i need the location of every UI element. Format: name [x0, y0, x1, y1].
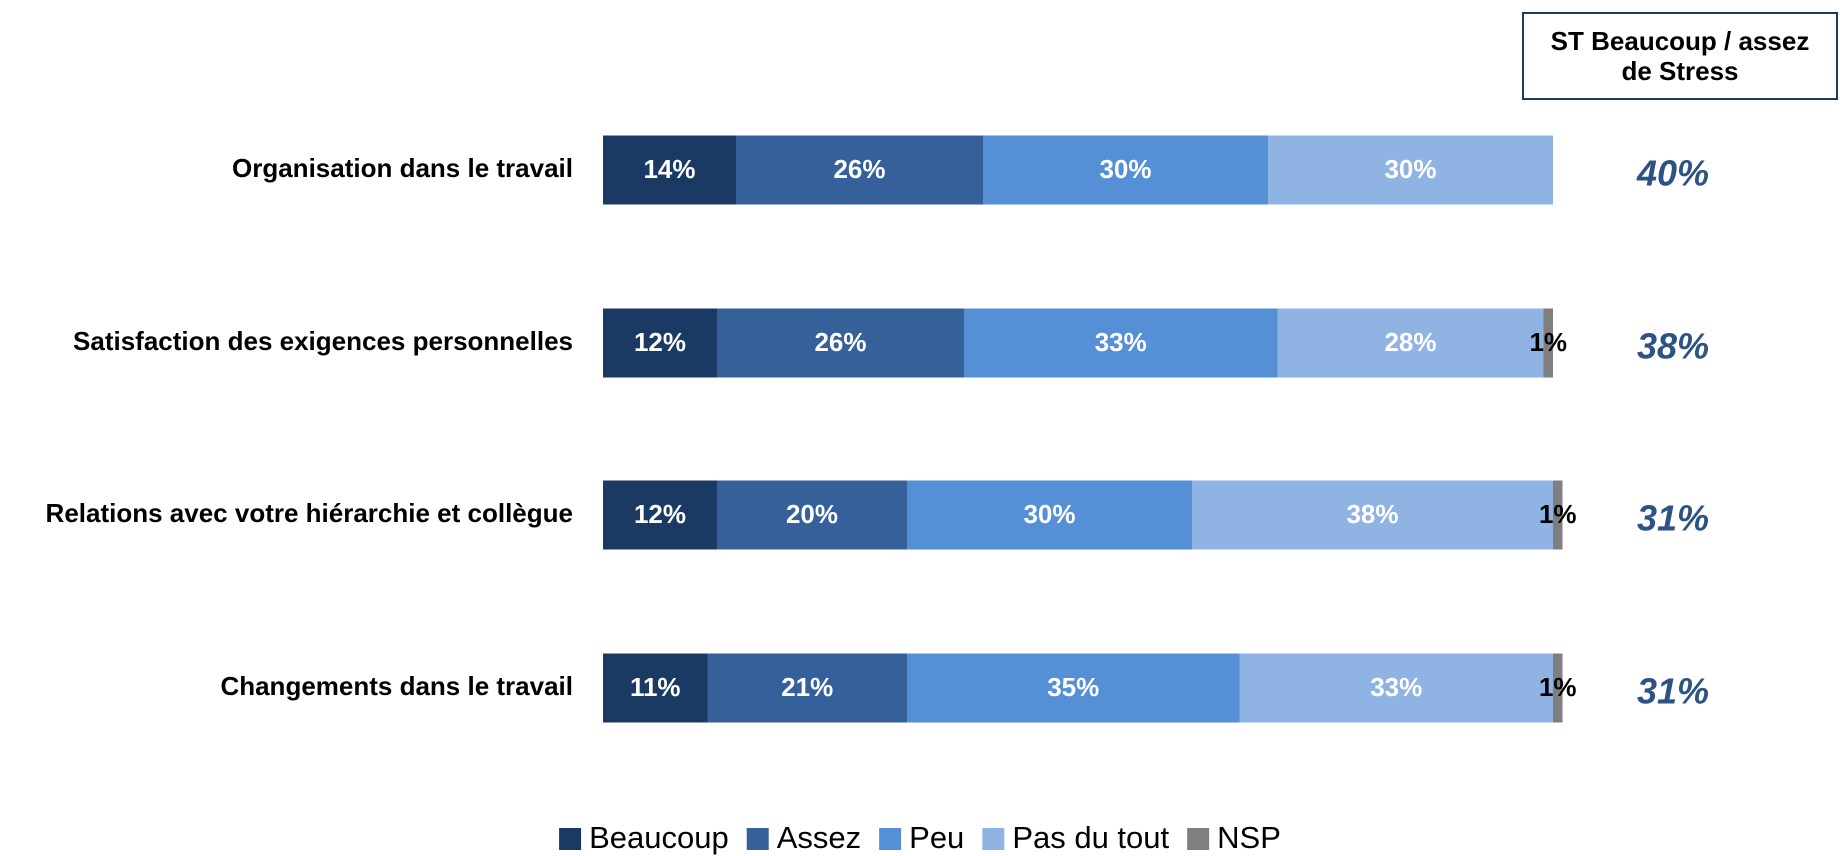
value-label: 35%	[1047, 672, 1099, 702]
legend-swatch	[982, 828, 1005, 850]
bar-segment	[964, 308, 1278, 378]
value-label: 33%	[1370, 672, 1422, 702]
value-label: 26%	[814, 327, 866, 357]
value-label: 11%	[630, 672, 681, 702]
bar-segment	[1543, 308, 1553, 378]
value-label: 12%	[634, 327, 686, 357]
legend-swatch	[1187, 828, 1210, 850]
value-label: 26%	[833, 154, 885, 184]
value-label: 38%	[1346, 499, 1398, 529]
side-value: 31%	[1637, 671, 1709, 712]
category-label: Satisfaction des exigences personnelles	[73, 326, 573, 356]
value-label: 28%	[1384, 327, 1436, 357]
bar-segment	[603, 480, 717, 550]
bar-segment	[736, 135, 983, 205]
legend-label: Assez	[777, 820, 861, 855]
value-label: 30%	[1099, 154, 1151, 184]
legend-swatch	[746, 828, 769, 850]
value-label: 1%	[1539, 499, 1577, 529]
category-label: Organisation dans le travail	[232, 153, 573, 183]
bar-segment	[1277, 308, 1544, 378]
category-label: Relations avec votre hiérarchie et collè…	[46, 498, 573, 528]
value-label: 1%	[1529, 327, 1567, 357]
value-label: 30%	[1384, 154, 1436, 184]
side-value: 40%	[1636, 153, 1709, 194]
category-label: Changements dans le travail	[220, 671, 573, 701]
legend-label: Pas du tout	[1012, 820, 1169, 855]
bar-segment	[603, 308, 717, 378]
bar-segment	[983, 135, 1268, 205]
bar-segment	[1268, 135, 1553, 205]
bar-segment	[907, 480, 1192, 550]
value-label: 33%	[1095, 327, 1147, 357]
legend-label: Peu	[909, 820, 964, 855]
bar-segment	[603, 135, 736, 205]
side-title: ST Beaucoup / assez de Stress	[1522, 12, 1838, 100]
bar-segment	[1553, 480, 1563, 550]
side-value: 38%	[1637, 326, 1709, 367]
value-label: 30%	[1023, 499, 1075, 529]
side-value: 31%	[1637, 498, 1709, 539]
value-label: 12%	[634, 499, 686, 529]
value-label: 1%	[1539, 672, 1577, 702]
bar-segment	[1239, 653, 1553, 723]
bar-segment	[1192, 480, 1553, 550]
bar-segment	[1553, 653, 1563, 723]
bar-segment	[907, 653, 1240, 723]
bar-segment	[603, 653, 708, 723]
bar-segment	[717, 480, 907, 550]
value-label: 20%	[786, 499, 838, 529]
value-label: 14%	[643, 154, 695, 184]
bar-segment	[707, 653, 907, 723]
legend-swatch	[879, 828, 902, 850]
bar-segment	[717, 308, 964, 378]
legend-label: NSP	[1217, 820, 1281, 855]
value-label: 21%	[781, 672, 833, 702]
legend-swatch	[559, 828, 582, 850]
legend-label: Beaucoup	[589, 820, 729, 855]
